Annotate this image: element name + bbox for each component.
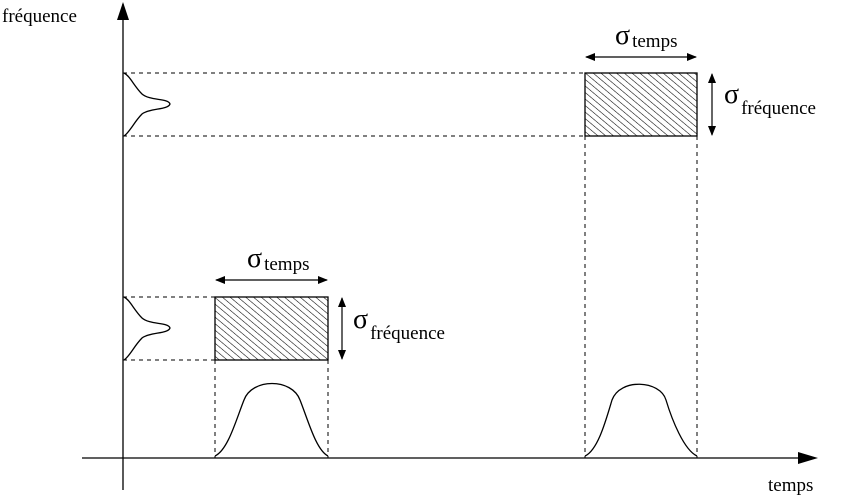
lower-time-pulse (214, 382, 329, 457)
lower-box-group: σ temps σ fréquence (123, 243, 445, 458)
x-axis-label: temps (768, 475, 813, 496)
x-axis-arrowhead (798, 452, 818, 464)
upper-time-frequency-box (584, 72, 698, 137)
upper-sigma-frequency-label: σ fréquence (724, 79, 816, 119)
lower-time-frequency-box (214, 296, 329, 361)
y-axis-arrowhead (117, 2, 129, 20)
lower-sigma-time-label: σ temps (247, 243, 309, 275)
upper-sigma-time-label: σ temps (615, 20, 677, 52)
upper-frequency-gaussian (123, 72, 171, 137)
lower-sigma-frequency-label: σ fréquence (353, 304, 445, 344)
axes: fréquence temps (2, 2, 818, 496)
y-axis-label: fréquence (2, 6, 77, 27)
lower-frequency-gaussian (123, 296, 171, 361)
upper-time-pulse (584, 383, 698, 457)
upper-box-group: σ temps σ fréquence (123, 20, 816, 458)
